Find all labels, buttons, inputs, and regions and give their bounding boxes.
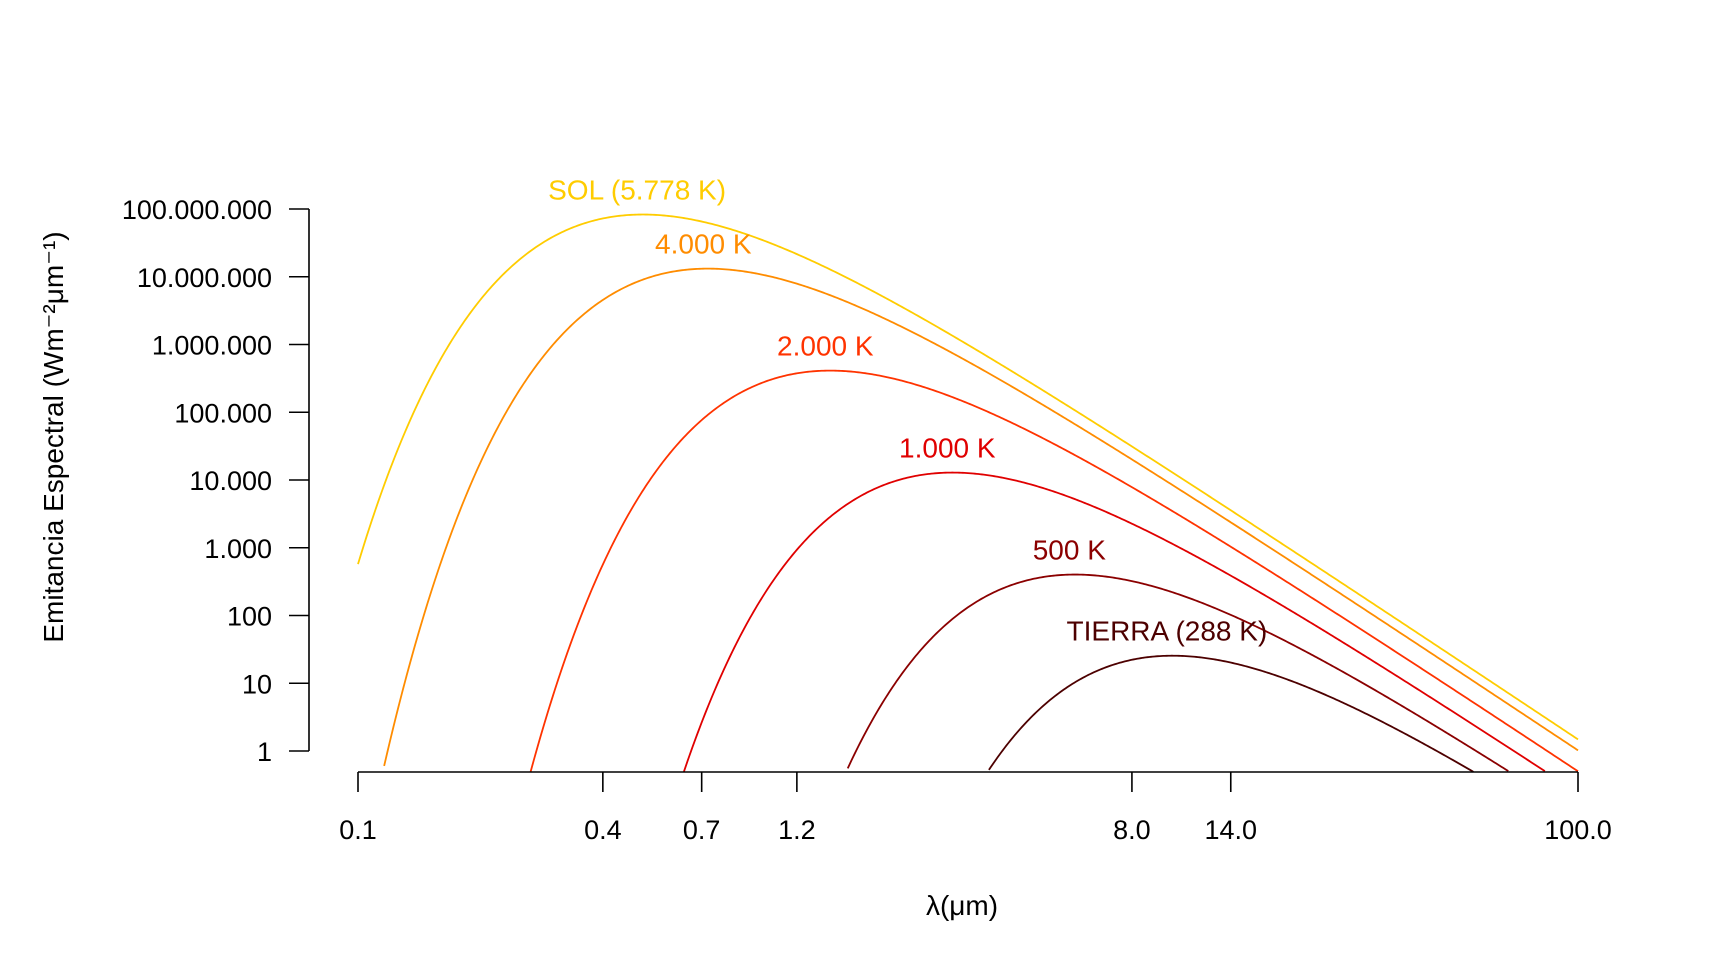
x-axis-title: λ(μm) [926, 890, 998, 921]
y-tick-label-7: 10.000.000 [137, 263, 272, 293]
x-axis: 0.1 0.4 0.7 1.2 8.0 14.0 100.0 [339, 771, 1612, 845]
series-line-1 [383, 267, 1579, 767]
series-label-3: 1.000 K [899, 433, 996, 464]
y-tick-label-1: 10 [242, 669, 272, 699]
y-tick-label-0: 1 [257, 737, 272, 767]
x-tick-label-5: 14.0 [1204, 815, 1257, 845]
y-tick-label-4: 10.000 [189, 466, 272, 496]
y-tick-label-5: 100.000 [174, 398, 272, 428]
series-labels: SOL (5.778 K) 4.000 K 2.000 K 1.000 K 500 K T… [548, 175, 1267, 647]
series-label-5: TIERRA (288 K) [1067, 616, 1268, 647]
series-line-4 [846, 573, 1509, 772]
x-tick-label-1: 0.4 [584, 815, 622, 845]
series-line-5 [988, 654, 1474, 773]
y-tick-label-2: 100 [227, 602, 272, 632]
series-curves [357, 213, 1579, 773]
x-tick-label-0: 0.1 [339, 815, 377, 845]
series-line-2 [529, 369, 1579, 773]
x-tick-label-2: 0.7 [683, 815, 721, 845]
y-axis-title: Emitancia Espectral (Wm⁻²μm⁻¹) [38, 231, 69, 642]
x-tick-label-3: 1.2 [778, 815, 816, 845]
series-label-4: 500 K [1033, 535, 1106, 566]
y-tick-label-8: 100.000.000 [122, 195, 272, 225]
x-tick-label-6: 100.0 [1544, 815, 1612, 845]
series-label-0: SOL (5.778 K) [548, 175, 726, 206]
series-line-3 [683, 471, 1546, 772]
y-axis: 1 10 100 1.000 10.000 100.000 1.000.000 10.000.… [122, 195, 310, 767]
series-line-0 [357, 213, 1579, 741]
series-label-1: 4.000 K [655, 229, 752, 260]
series-label-2: 2.000 K [777, 331, 874, 362]
x-tick-label-4: 8.0 [1113, 815, 1151, 845]
y-tick-label-3: 1.000 [204, 534, 272, 564]
y-tick-label-6: 1.000.000 [152, 331, 272, 361]
